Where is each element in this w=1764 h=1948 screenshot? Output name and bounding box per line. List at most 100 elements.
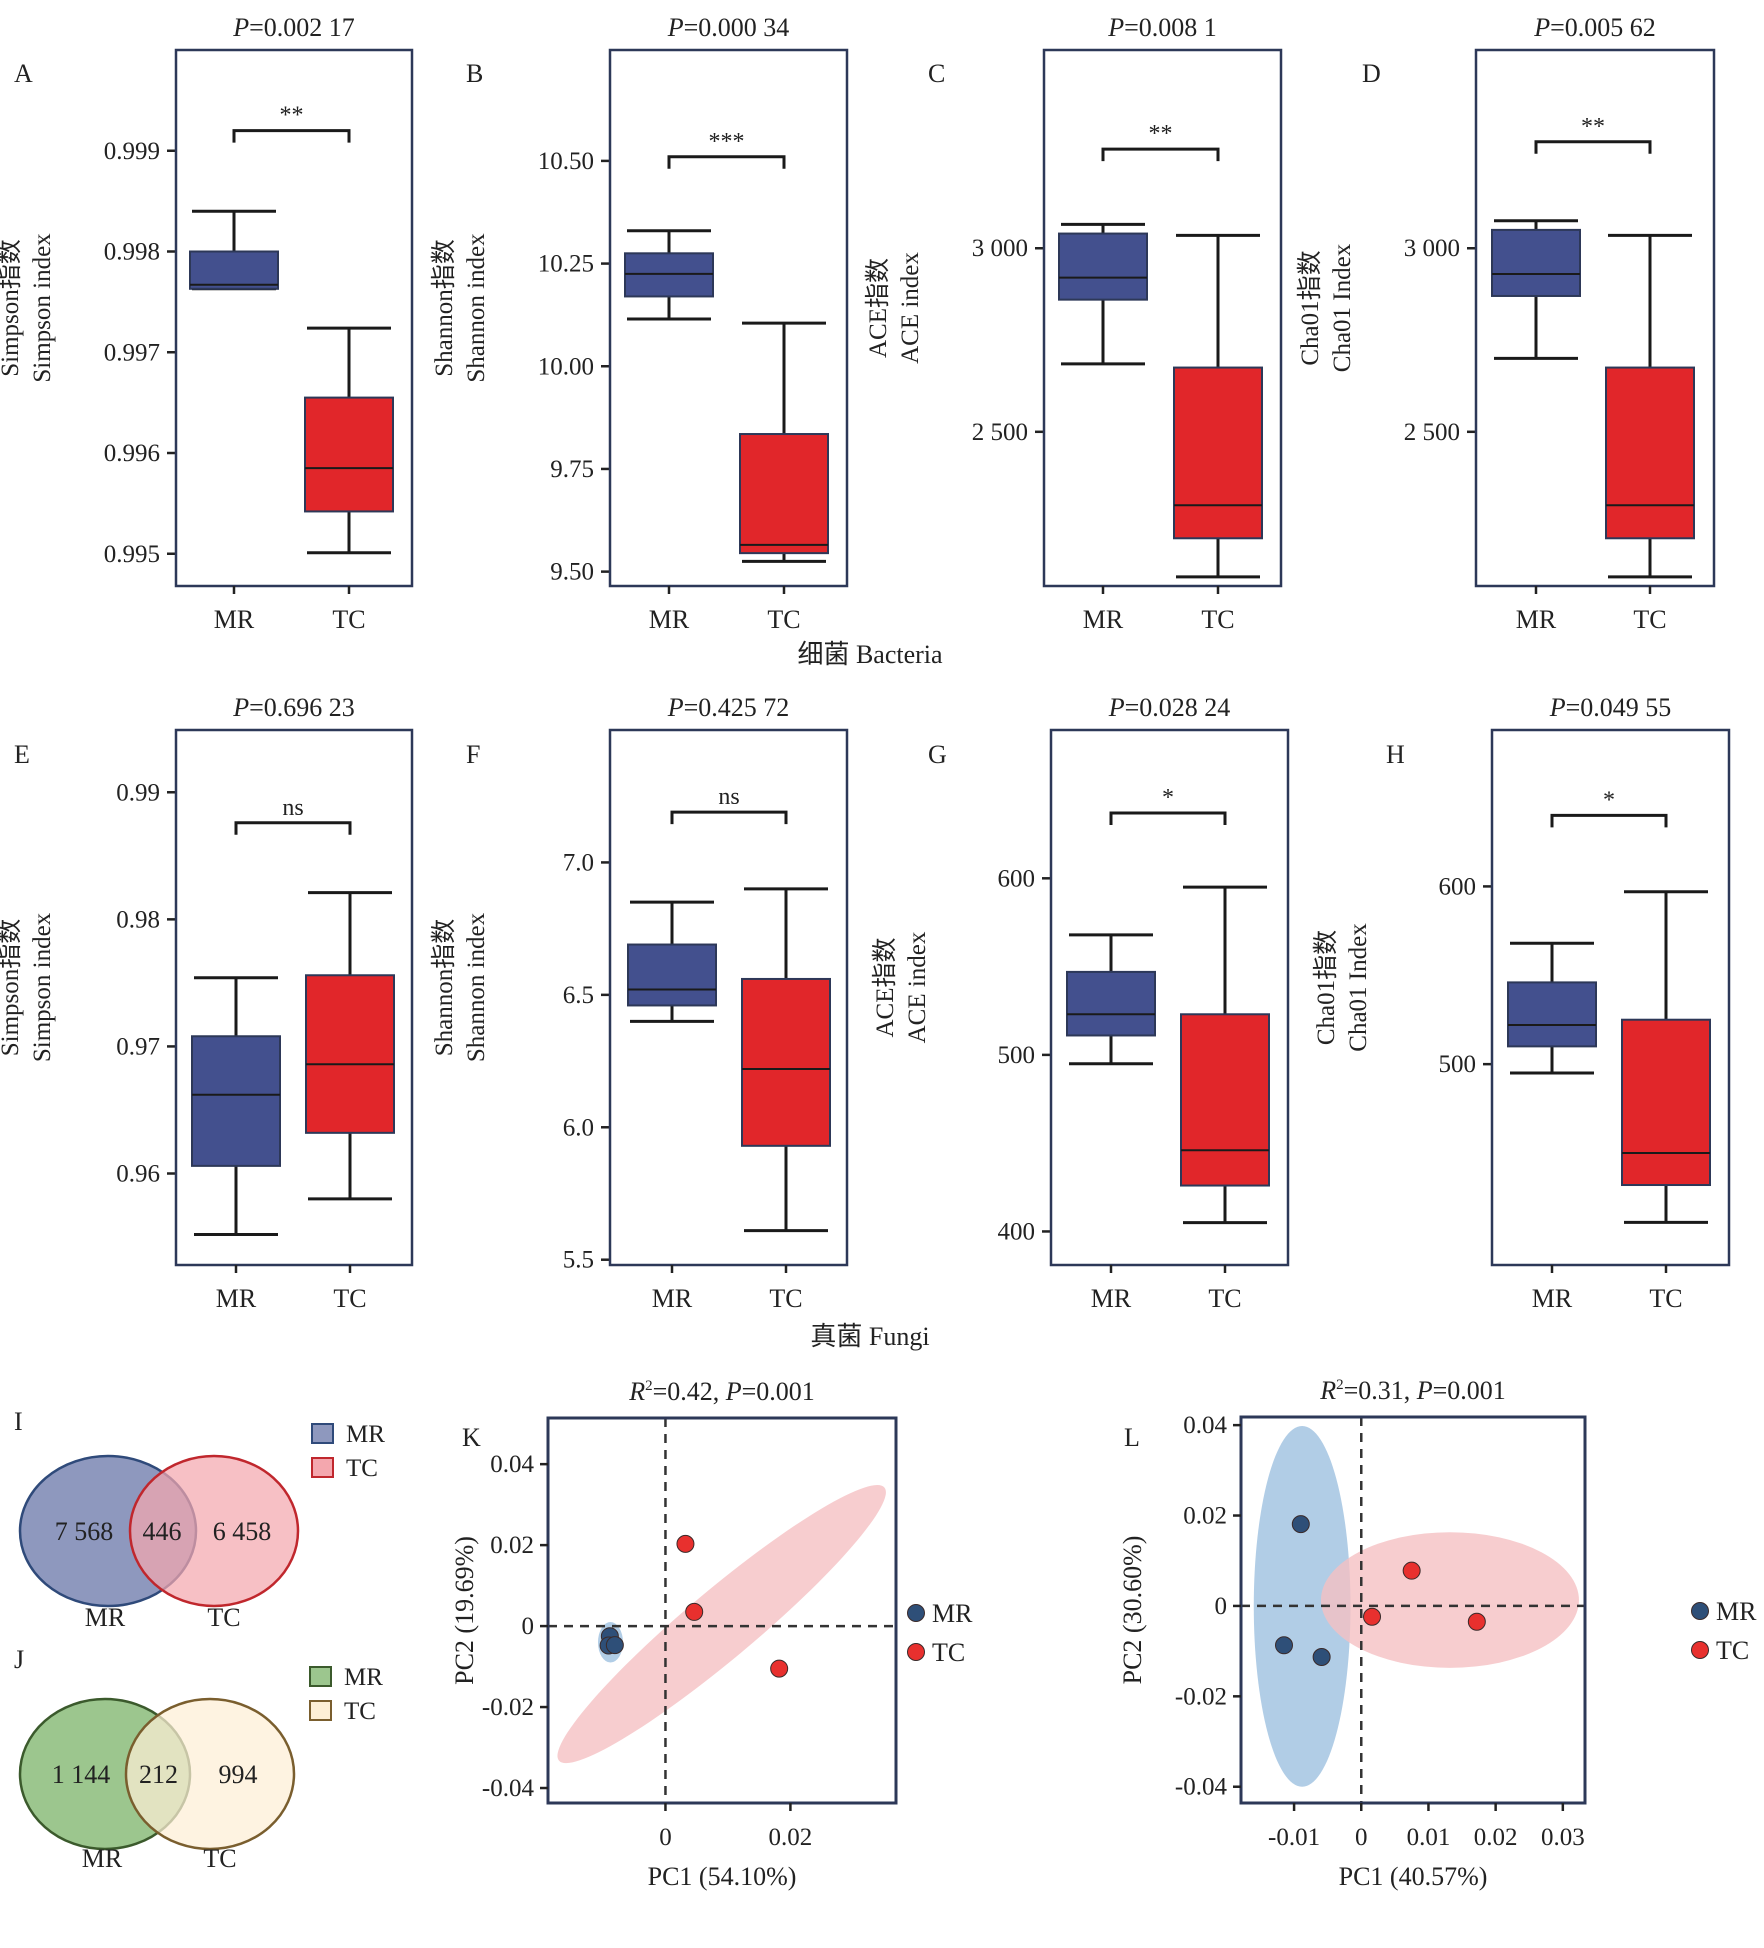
data-point-mr bbox=[605, 1636, 624, 1655]
panel-label: L bbox=[1124, 1423, 1140, 1452]
panel-title: R2=0.42, P=0.001 bbox=[628, 1377, 815, 1406]
p-value: =0.425 72 bbox=[684, 693, 790, 722]
data-point-tc bbox=[770, 1659, 789, 1678]
box-iqr bbox=[1058, 232, 1148, 301]
box-iqr bbox=[189, 250, 279, 290]
y-tick-label: 6.0 bbox=[563, 1114, 594, 1141]
panel-title: P=0.000 34 bbox=[667, 13, 790, 42]
box-iqr bbox=[191, 1035, 281, 1167]
section-label-bacteria: 细菌 Bacteria bbox=[797, 640, 943, 669]
plot-frame bbox=[1490, 728, 1731, 1267]
y-axis-label-cn: Cha01指数 bbox=[1296, 250, 1324, 365]
y-tick-label: 0.04 bbox=[490, 1451, 534, 1478]
x-tick-label: TC bbox=[1633, 605, 1666, 634]
box-mr bbox=[1066, 933, 1156, 1066]
p-value: =0.002 17 bbox=[249, 13, 355, 42]
y-tick-label: 0.996 bbox=[104, 440, 160, 467]
y-axis-label-en: Cha01 Index bbox=[1329, 243, 1356, 372]
y-tick-label: 0 bbox=[1215, 1593, 1228, 1620]
legend-label: TC bbox=[1716, 1636, 1749, 1665]
p-symbol: P bbox=[725, 1377, 742, 1406]
y-tick-label: -0.04 bbox=[1175, 1774, 1228, 1801]
box-tc bbox=[304, 326, 394, 555]
legend-label: TC bbox=[344, 1698, 376, 1725]
panel-c: C P=0.008 1 ACE指数 ACE index 2 500 3 000 ** MR TC bbox=[864, 13, 1283, 634]
box-tc bbox=[305, 891, 395, 1201]
y-axis-label-cn: Simpson指数 bbox=[0, 919, 24, 1057]
significance-label: ** bbox=[1581, 114, 1605, 140]
y-tick-label: 10.50 bbox=[538, 148, 594, 175]
p-value: =0.001 bbox=[1433, 1376, 1506, 1405]
confidence-ellipse-mr bbox=[1253, 1426, 1351, 1787]
plot-frame bbox=[608, 728, 849, 1267]
panel-i: I 7 568 446 6 458 MR TC MR TC bbox=[14, 1407, 385, 1632]
plot-frame bbox=[174, 48, 414, 588]
legend-marker-tc bbox=[1691, 1641, 1709, 1659]
box-iqr bbox=[1507, 981, 1597, 1048]
significance-bracket bbox=[232, 129, 351, 143]
y-tick-label: 500 bbox=[998, 1042, 1036, 1069]
panel-label: H bbox=[1386, 740, 1405, 769]
y-axis-label-en: ACE index bbox=[897, 252, 924, 364]
y-tick-label: -0.04 bbox=[482, 1775, 535, 1802]
box-mr bbox=[1507, 941, 1597, 1075]
x-tick-label: 0 bbox=[659, 1824, 672, 1851]
data-point-tc bbox=[1363, 1607, 1382, 1626]
plot-frame bbox=[1049, 728, 1290, 1267]
panel-j: J 1 144 212 994 MR TC MR TC bbox=[14, 1645, 383, 1873]
y-tick-label: 400 bbox=[998, 1218, 1036, 1245]
significance-bracket bbox=[1101, 147, 1220, 162]
y-tick-label: 10.25 bbox=[538, 251, 594, 278]
venn-only-mr: 7 568 bbox=[55, 1517, 114, 1546]
box-tc bbox=[1605, 233, 1695, 579]
significance-label: ns bbox=[282, 795, 303, 821]
significance-label: * bbox=[1603, 787, 1615, 813]
panel-title: P=0.002 17 bbox=[232, 13, 355, 42]
panel-label: K bbox=[462, 1423, 481, 1452]
r-superscript: 2 bbox=[1336, 1377, 1344, 1393]
y-tick-label: 0.997 bbox=[104, 339, 160, 366]
y-tick-label: 500 bbox=[1439, 1051, 1477, 1078]
x-tick-label: 0.03 bbox=[1541, 1824, 1585, 1851]
significance-label: *** bbox=[709, 129, 745, 155]
y-tick-label: 2 500 bbox=[1404, 419, 1460, 446]
y-axis-label-cn: Cha01指数 bbox=[1312, 930, 1340, 1045]
ellipse-layer bbox=[557, 1484, 886, 1764]
legend-swatch bbox=[309, 1700, 332, 1721]
p-value: =0.005 62 bbox=[1550, 13, 1656, 42]
panel-label: E bbox=[14, 740, 30, 769]
panel-label: I bbox=[14, 1407, 23, 1436]
legend-label: TC bbox=[346, 1455, 378, 1482]
p-symbol: P bbox=[667, 13, 684, 42]
y-axis-label-en: ACE index bbox=[904, 931, 931, 1043]
panel-label: G bbox=[928, 740, 947, 769]
legend-label: MR bbox=[1716, 1597, 1757, 1626]
significance-label: ** bbox=[1149, 121, 1173, 147]
y-tick-label: 0.998 bbox=[104, 239, 160, 266]
legend-swatch bbox=[311, 1457, 334, 1478]
box-iqr bbox=[1066, 970, 1156, 1037]
panel-g: G P=0.028 24 ACE指数 ACE index 400 500 600 * MR TC bbox=[871, 693, 1290, 1313]
plot-frame bbox=[608, 48, 849, 588]
x-axis-label: PC1 (54.10%) bbox=[648, 1862, 797, 1891]
y-tick-label: 0.02 bbox=[1183, 1503, 1227, 1530]
box-iqr bbox=[304, 396, 394, 513]
x-tick-label: MR bbox=[1083, 605, 1124, 634]
panel-e: E P=0.696 23 Simpson指数 Simpson index 0.96 0.9… bbox=[0, 693, 414, 1313]
x-tick-label: 0.02 bbox=[1474, 1824, 1518, 1851]
box-tc bbox=[741, 887, 831, 1233]
y-axis-label-en: Simpson index bbox=[29, 912, 56, 1062]
box-mr bbox=[627, 900, 717, 1023]
venn-only-tc: 6 458 bbox=[213, 1517, 272, 1546]
confidence-ellipse-tc bbox=[557, 1484, 886, 1764]
y-tick-label: 0 bbox=[522, 1613, 535, 1640]
y-axis-label-cn: ACE指数 bbox=[864, 258, 892, 358]
y-tick-label: 5.5 bbox=[563, 1247, 594, 1274]
y-axis-label: PC2 (30.60%) bbox=[1118, 1536, 1147, 1685]
panel-title: P=0.028 24 bbox=[1108, 693, 1231, 722]
y-tick-label: 10.00 bbox=[538, 353, 594, 380]
legend-swatch bbox=[309, 1666, 332, 1687]
significance-bracket bbox=[670, 810, 788, 825]
legend-label: MR bbox=[932, 1599, 973, 1628]
